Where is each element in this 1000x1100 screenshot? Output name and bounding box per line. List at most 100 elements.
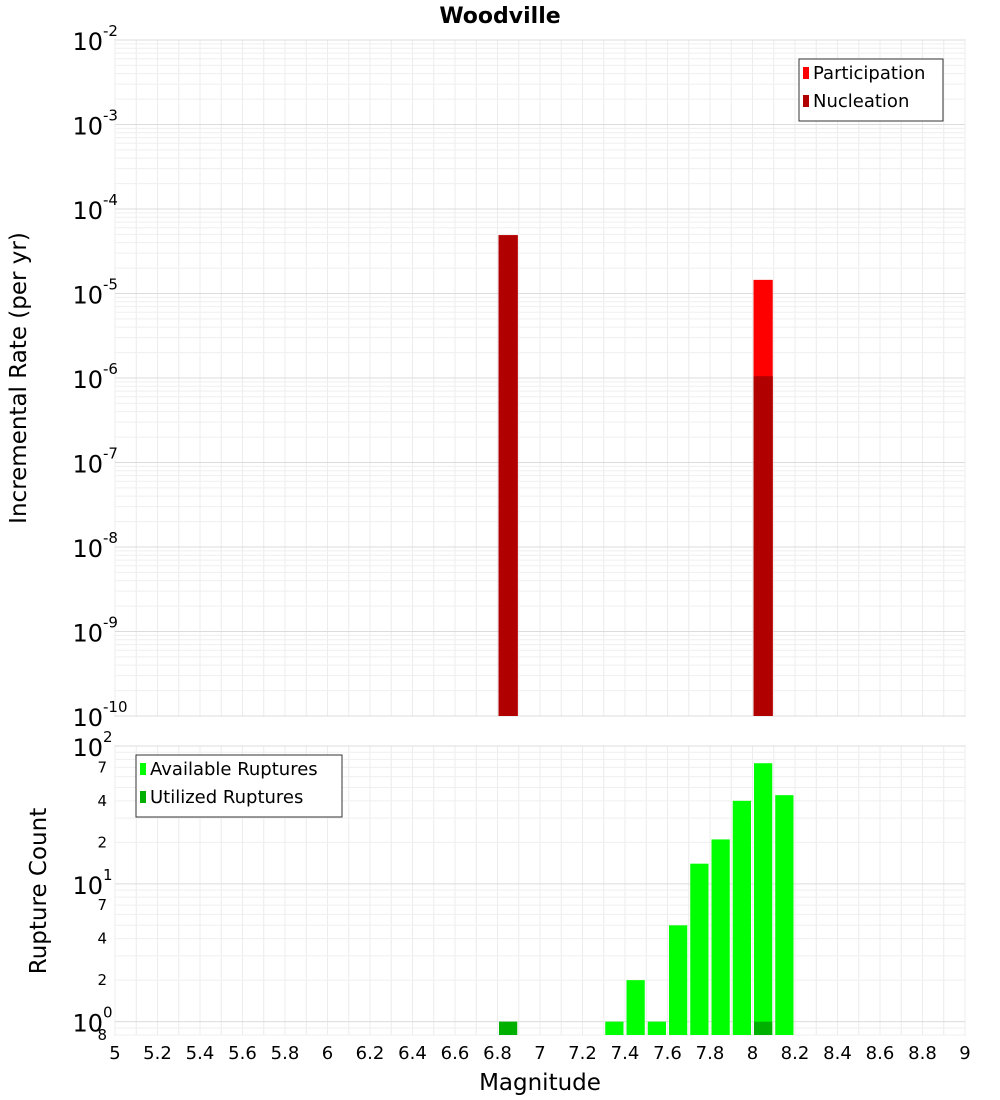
y-tick-label: 10 -8 bbox=[72, 529, 118, 563]
y-tick-label: 10 0 bbox=[72, 1004, 112, 1038]
available-ruptures-bar bbox=[647, 1021, 666, 1035]
utilized-ruptures-bar bbox=[499, 1021, 518, 1035]
y-minor-tick-label: 4 bbox=[97, 930, 107, 948]
y-tick-exponent: -5 bbox=[103, 276, 118, 294]
y-minor-tick-label: 8 bbox=[97, 1026, 107, 1044]
legend-swatch bbox=[140, 791, 146, 803]
x-tick-label: 7.4 bbox=[611, 1043, 640, 1064]
rate-grid bbox=[114, 39, 966, 717]
y-tick-base: 10 bbox=[72, 620, 103, 648]
x-tick-label: 6.4 bbox=[398, 1043, 427, 1064]
available-ruptures-bar bbox=[775, 795, 794, 1035]
y-tick-exponent: -4 bbox=[103, 191, 118, 209]
available-ruptures-bar bbox=[605, 1021, 624, 1035]
y-tick-exponent: -9 bbox=[103, 614, 118, 632]
available-ruptures-bar bbox=[626, 980, 645, 1035]
y-tick-exponent: -10 bbox=[103, 698, 128, 716]
y-minor-tick-label: 7 bbox=[97, 896, 107, 914]
magnitude-x-axis-label: Magnitude bbox=[479, 1070, 601, 1096]
y-minor-tick-label: 2 bbox=[97, 833, 107, 851]
x-tick-label: 8.8 bbox=[908, 1043, 937, 1064]
y-tick-base: 10 bbox=[72, 366, 103, 394]
y-tick-exponent: 2 bbox=[103, 728, 113, 746]
x-tick-label: 7.8 bbox=[696, 1043, 725, 1064]
count-legend: Available Ruptures Utilized Ruptures bbox=[135, 754, 343, 818]
y-tick-exponent: 1 bbox=[103, 866, 113, 884]
x-tick-label: 9 bbox=[959, 1043, 970, 1064]
x-tick-label: 6.6 bbox=[441, 1043, 470, 1064]
x-tick-label: 5.8 bbox=[271, 1043, 300, 1064]
legend-entry: Participation bbox=[813, 63, 925, 84]
available-ruptures-bar bbox=[690, 863, 709, 1035]
y-tick-exponent: 0 bbox=[103, 1004, 113, 1022]
rate-y-axis-label: Incremental Rate (per yr) bbox=[6, 232, 32, 524]
nucleation-bar bbox=[498, 235, 518, 716]
y-tick-base: 10 bbox=[72, 535, 103, 563]
y-tick-base: 10 bbox=[72, 1010, 103, 1038]
legend-box bbox=[798, 58, 944, 122]
available-ruptures-bar bbox=[754, 763, 773, 1035]
x-tick-label: 8.4 bbox=[823, 1043, 852, 1064]
y-tick-base: 10 bbox=[72, 872, 103, 900]
y-tick-base: 10 bbox=[72, 704, 103, 732]
y-tick-exponent: -6 bbox=[103, 360, 118, 378]
y-tick-label: 10 -10 bbox=[72, 698, 127, 732]
legend-swatch bbox=[803, 67, 809, 79]
y-tick-label: 10 -9 bbox=[72, 614, 118, 648]
rate-bars bbox=[498, 235, 773, 716]
legend-box bbox=[135, 754, 343, 818]
legend-swatch bbox=[803, 95, 809, 107]
y-tick-base: 10 bbox=[72, 282, 103, 310]
available-ruptures-bar bbox=[732, 800, 751, 1035]
rate-panel: 10-210-310-410-510-610-710-810-910-10 In… bbox=[6, 22, 966, 732]
y-tick-label: 10 -4 bbox=[72, 191, 118, 225]
y-tick-label: 10 -2 bbox=[72, 22, 118, 56]
y-tick-exponent: -8 bbox=[103, 529, 118, 547]
y-tick-exponent: -3 bbox=[103, 107, 118, 125]
available-ruptures-bar bbox=[711, 839, 730, 1035]
x-tick-label: 7.6 bbox=[653, 1043, 682, 1064]
y-tick-label: 10 -7 bbox=[72, 445, 118, 479]
rate-legend: Participation Nucleation bbox=[798, 58, 944, 122]
y-tick-base: 10 bbox=[72, 197, 103, 225]
count-y-axis-label: Rupture Count bbox=[26, 808, 52, 974]
x-tick-label: 5.6 bbox=[228, 1043, 257, 1064]
magnitude-x-ticks: 5 5.2 5.4 5.6 5.8 6 6.2 6.4 6.6 6.8 7 7.2 7.4 7.6 7.8 8… bbox=[109, 1043, 970, 1064]
rate-y-ticks: 10-210-310-410-510-610-710-810-910-10 bbox=[72, 22, 127, 732]
legend-swatch bbox=[140, 763, 146, 775]
y-tick-base: 10 bbox=[72, 451, 103, 479]
x-tick-label: 7 bbox=[534, 1043, 545, 1064]
x-tick-label: 5.2 bbox=[143, 1043, 172, 1064]
y-tick-base: 10 bbox=[72, 113, 103, 141]
y-tick-base: 10 bbox=[72, 734, 103, 762]
x-tick-label: 6 bbox=[322, 1043, 333, 1064]
y-minor-tick-label: 7 bbox=[97, 758, 107, 776]
x-tick-label: 6.8 bbox=[483, 1043, 512, 1064]
y-tick-exponent: -2 bbox=[103, 22, 118, 40]
y-tick-label: 10 -6 bbox=[72, 360, 118, 394]
x-tick-label: 6.2 bbox=[356, 1043, 385, 1064]
nucleation-bar bbox=[753, 376, 773, 716]
y-minor-tick-label: 2 bbox=[97, 971, 107, 989]
x-tick-label: 8.2 bbox=[781, 1043, 810, 1064]
y-tick-base: 10 bbox=[72, 28, 103, 56]
available-ruptures-bar bbox=[669, 925, 688, 1035]
y-tick-label: 10 -3 bbox=[72, 107, 118, 141]
x-tick-label: 8 bbox=[747, 1043, 758, 1064]
legend-entry: Utilized Ruptures bbox=[150, 787, 303, 808]
y-minor-tick-label: 4 bbox=[97, 792, 107, 810]
legend-entry: Available Ruptures bbox=[150, 759, 318, 780]
x-tick-label: 5.4 bbox=[186, 1043, 215, 1064]
y-tick-exponent: -7 bbox=[103, 445, 118, 463]
chart-title: Woodville bbox=[439, 4, 560, 29]
y-tick-label: 10 2 bbox=[72, 728, 112, 762]
x-tick-label: 8.6 bbox=[866, 1043, 895, 1064]
y-tick-label: 10 1 bbox=[72, 866, 112, 900]
x-tick-label: 5 bbox=[109, 1043, 120, 1064]
utilized-ruptures-bar bbox=[754, 1021, 773, 1035]
legend-entry: Nucleation bbox=[813, 91, 909, 112]
count-bars bbox=[499, 763, 794, 1035]
